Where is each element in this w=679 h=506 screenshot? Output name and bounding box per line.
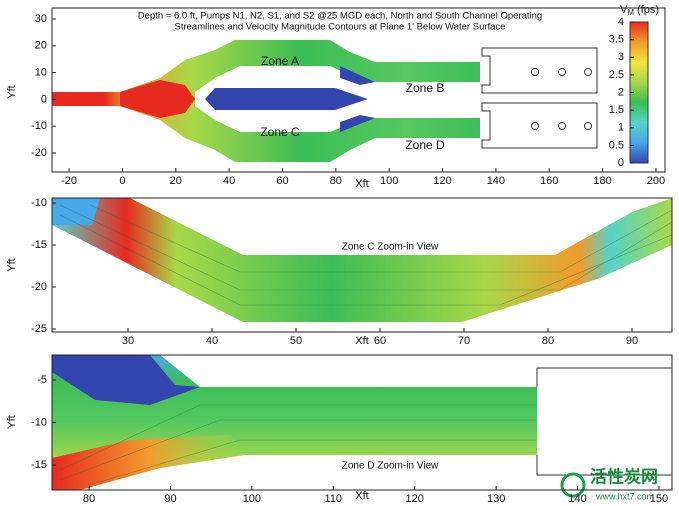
colorbar-unit: (fps) (637, 4, 659, 16)
x-tick-label: 200 (647, 175, 665, 187)
y-tick-label: 10 (35, 66, 47, 78)
x-tick-label: 90 (626, 335, 638, 347)
y-tick-label: -15 (31, 239, 47, 251)
colorbar-symbol: V (620, 4, 628, 16)
panel-1-field (52, 40, 598, 162)
y-tick-label: -10 (31, 416, 47, 428)
x-tick-label: 30 (122, 335, 134, 347)
annotation: Zone D Zoom-in View (342, 461, 439, 472)
x-tick-label: 60 (276, 175, 288, 187)
watermark-text: 活性炭网 (590, 466, 658, 486)
y-tick-label: -15 (31, 459, 47, 471)
y-tick-label: -25 (31, 323, 47, 335)
x-tick-label: 110 (325, 493, 343, 505)
y-axis-label: Yft (6, 85, 18, 98)
y-tick-label: -20 (31, 281, 47, 293)
watermark: 活性炭网 www.hxt7.com (560, 466, 658, 501)
x-tick-label: 80 (83, 493, 95, 505)
x-axis-label: Xft (355, 490, 368, 502)
x-tick-label: 20 (170, 175, 182, 187)
x-tick-label: 140 (487, 175, 505, 187)
x-tick-label: 100 (243, 493, 261, 505)
panel-3-field (52, 355, 672, 490)
y-tick-label: 20 (35, 40, 47, 52)
x-tick-label: 150 (650, 493, 668, 505)
x-tick-label: 160 (540, 175, 558, 187)
colorbar-subscript: M (627, 8, 634, 17)
colorbar-tick-label: 2.5 (609, 69, 624, 81)
x-tick-label: 180 (593, 175, 611, 187)
x-tick-label: 140 (568, 493, 586, 505)
colorbar-tick-label: 2 (618, 86, 624, 98)
plot-frame (51, 7, 666, 173)
x-tick-label: 40 (206, 335, 218, 347)
annotation: Zone C Zoom-in View (342, 242, 439, 253)
x-tick-label: 70 (458, 335, 470, 347)
y-tick-label: -10 (31, 197, 47, 209)
plot-frame (51, 197, 673, 333)
x-tick-label: 0 (119, 175, 125, 187)
y-tick-label: 0 (41, 93, 47, 105)
annotation: Zone C (260, 125, 300, 139)
x-tick-label: 80 (330, 175, 342, 187)
chart-title: Depth = 6.0 ft, Pumps N1, N2, S1, and S2… (138, 11, 542, 22)
x-tick-label: 90 (164, 493, 176, 505)
panel-2-field (52, 198, 673, 322)
annotation: Zone A (261, 54, 299, 68)
x-tick-label: 80 (542, 335, 554, 347)
x-tick-label: 50 (290, 335, 302, 347)
x-axis-label: Xft (355, 335, 368, 347)
x-tick-label: -20 (61, 175, 77, 187)
colorbar-tick-label: 3.5 (609, 34, 624, 46)
colorbar-tick-label: 4 (618, 16, 624, 28)
x-tick-label: 60 (374, 335, 386, 347)
x-tick-label: 120 (433, 175, 451, 187)
colorbar-label: VM (fps) (620, 4, 659, 17)
x-tick-label: 40 (223, 175, 235, 187)
x-tick-label: 100 (380, 175, 398, 187)
annotation: Zone D (405, 138, 445, 152)
annotation: Zone B (406, 81, 445, 95)
colorbar-tick-label: 3 (618, 51, 624, 63)
x-axis-label: Xft (355, 178, 368, 190)
colorbar-tick-label: 0.5 (609, 139, 624, 151)
y-tick-label: 30 (35, 13, 47, 25)
y-axis-label: Yft (6, 258, 18, 271)
chart-title: Streamlines and Velocity Magnitude Conto… (175, 22, 506, 33)
x-tick-label: 130 (487, 493, 505, 505)
y-tick-label: -5 (37, 374, 47, 386)
colorbar-tick-label: 1 (618, 122, 624, 134)
y-axis-label: Yft (6, 415, 18, 428)
y-tick-label: -20 (31, 147, 47, 159)
colorbar-tick-label: 1.5 (609, 104, 624, 116)
watermark-url: www.hxt7.com (595, 491, 654, 501)
x-tick-label: 120 (406, 493, 424, 505)
colorbar-tick-label: 0 (618, 157, 624, 169)
y-tick-label: -10 (31, 120, 47, 132)
